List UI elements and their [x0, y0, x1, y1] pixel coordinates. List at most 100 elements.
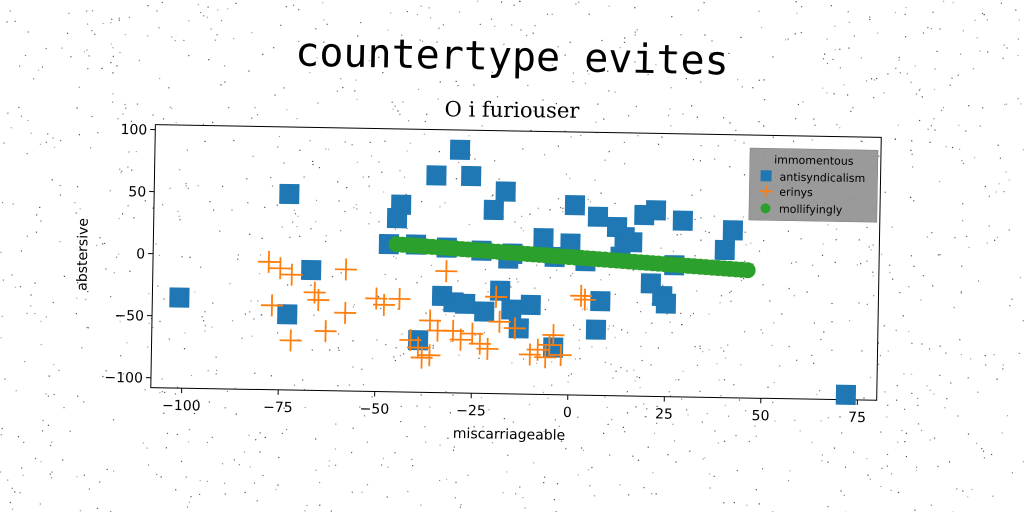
noise-speck: [171, 107, 173, 109]
noise-speck: [392, 108, 394, 110]
noise-speck: [633, 369, 635, 371]
noise-speck: [0, 471, 2, 473]
noise-speck: [988, 195, 990, 197]
noise-speck: [111, 18, 113, 20]
noise-speck: [700, 189, 702, 191]
noise-speck: [252, 155, 254, 157]
noise-speck: [686, 409, 688, 411]
noise-speck: [622, 426, 624, 428]
noise-speck: [445, 314, 447, 316]
noise-speck: [946, 398, 948, 400]
noise-speck: [454, 497, 456, 499]
noise-speck: [235, 2, 237, 4]
noise-speck: [186, 149, 188, 151]
noise-speck: [39, 206, 41, 208]
point-antisyndicalism: [474, 301, 495, 322]
noise-speck: [162, 118, 165, 120]
noise-speck: [896, 399, 898, 401]
noise-speck: [368, 176, 370, 178]
noise-speck: [457, 280, 459, 282]
noise-speck: [200, 266, 202, 268]
noise-speck: [787, 480, 790, 482]
noise-speck: [637, 135, 639, 137]
noise-speck: [256, 114, 259, 116]
noise-speck: [779, 365, 781, 367]
noise-speck: [905, 36, 907, 38]
noise-speck: [853, 35, 855, 37]
noise-speck: [35, 214, 38, 217]
noise-speck: [957, 415, 959, 417]
noise-speck: [586, 70, 589, 72]
noise-speck: [453, 446, 455, 448]
y-tick-label: −50: [114, 308, 144, 325]
noise-speck: [636, 302, 638, 304]
noise-speck: [556, 483, 559, 485]
noise-speck: [785, 39, 787, 41]
noise-speck: [215, 373, 217, 375]
noise-speck: [78, 134, 80, 136]
noise-speck: [666, 313, 668, 315]
noise-speck: [910, 255, 912, 257]
noise-speck: [836, 123, 838, 126]
noise-speck: [589, 485, 591, 487]
point-erinys: [372, 293, 395, 316]
noise-speck: [1019, 277, 1021, 279]
noise-speck: [1008, 229, 1010, 231]
noise-speck: [74, 202, 76, 204]
noise-speck: [796, 12, 798, 14]
noise-speck: [214, 39, 216, 41]
noise-speck: [741, 86, 743, 88]
noise-speck: [542, 391, 544, 393]
noise-speck: [939, 28, 941, 30]
noise-speck: [672, 250, 674, 252]
noise-speck: [416, 282, 418, 284]
noise-speck: [384, 57, 386, 59]
noise-speck: [77, 395, 79, 397]
point-antisyndicalism: [835, 384, 857, 405]
noise-speck: [978, 280, 980, 282]
noise-speck: [474, 334, 476, 336]
noise-speck: [569, 41, 571, 43]
noise-speck: [315, 221, 317, 223]
noise-speck: [160, 476, 162, 478]
noise-speck: [227, 8, 229, 10]
noise-speck: [927, 27, 929, 29]
noise-speck: [708, 349, 710, 351]
noise-speck: [318, 167, 320, 169]
noise-speck: [96, 244, 98, 246]
noise-speck: [437, 98, 439, 100]
noise-speck: [740, 364, 742, 366]
noise-speck: [961, 160, 963, 162]
noise-speck: [729, 166, 731, 168]
noise-speck: [919, 88, 921, 90]
noise-speck: [687, 414, 689, 416]
noise-speck: [669, 321, 671, 323]
noise-speck: [14, 286, 16, 288]
noise-speck: [10, 127, 12, 129]
noise-speck: [543, 154, 546, 156]
noise-speck: [357, 35, 359, 37]
noise-speck: [1018, 19, 1020, 21]
noise-speck: [764, 99, 766, 101]
noise-speck: [421, 40, 424, 42]
noise-speck: [795, 1, 797, 3]
noise-speck: [315, 199, 318, 201]
point-antisyndicalism: [449, 139, 471, 161]
noise-speck: [533, 385, 535, 387]
noise-speck: [37, 69, 40, 71]
noise-speck: [112, 55, 114, 57]
noise-speck: [878, 363, 880, 365]
noise-speck: [668, 114, 670, 116]
noise-speck: [834, 25, 836, 27]
noise-speck: [595, 121, 597, 123]
noise-speck: [432, 347, 434, 349]
noise-speck: [189, 256, 191, 258]
noise-speck: [873, 97, 875, 99]
legend-box: [748, 147, 879, 223]
noise-speck: [645, 416, 647, 418]
noise-speck: [325, 235, 327, 237]
noise-speck: [336, 90, 338, 92]
noise-speck: [254, 372, 256, 374]
noise-speck: [206, 16, 208, 18]
noise-speck: [228, 107, 230, 109]
